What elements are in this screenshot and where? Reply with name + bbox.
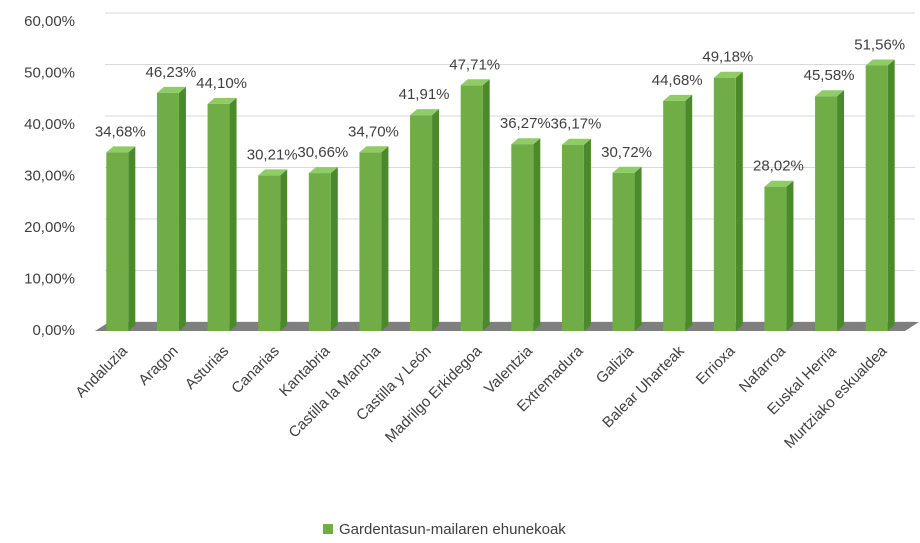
bar — [258, 175, 281, 331]
bar-top — [207, 97, 237, 104]
bar-top — [258, 169, 288, 176]
bar-side — [381, 146, 389, 331]
x-tick-label: Murtziako eskualdea — [781, 342, 891, 452]
bar-side — [128, 146, 136, 331]
bar — [308, 173, 331, 331]
x-tick-label: Errioxa — [693, 342, 739, 388]
bar-top — [865, 59, 895, 66]
bar — [156, 92, 179, 331]
bar — [764, 186, 787, 331]
bar — [511, 144, 534, 331]
bar-top — [612, 166, 642, 173]
bar — [410, 115, 433, 331]
legend-label: Gardentasun-mailaren ehunekoak — [339, 521, 566, 538]
bar-side — [634, 166, 642, 331]
data-label: 30,66% — [297, 144, 348, 161]
bar-top — [815, 90, 845, 97]
bar-side — [583, 138, 591, 331]
bar — [663, 100, 686, 331]
x-tick-label: Canarias — [228, 343, 282, 397]
bar — [612, 172, 635, 331]
bar-top — [106, 146, 136, 153]
data-label: 34,68% — [95, 123, 146, 140]
bar-side — [837, 90, 845, 331]
bar-side — [280, 169, 288, 331]
y-tick-label: 20,00% — [24, 219, 75, 236]
floor — [95, 322, 919, 331]
y-tick-label: 30,00% — [24, 167, 75, 184]
legend-swatch — [323, 524, 333, 534]
bar-side — [178, 86, 186, 331]
bar-side — [330, 167, 338, 331]
bar-top — [156, 86, 186, 93]
data-label: 44,68% — [652, 72, 703, 89]
y-tick-label: 50,00% — [24, 64, 75, 81]
x-tick-label: Galizia — [593, 342, 638, 387]
bar-side — [229, 97, 237, 331]
bar-top — [511, 138, 541, 145]
data-label: 46,23% — [146, 64, 197, 81]
data-label: 36,27% — [500, 115, 551, 132]
x-tick-label: Madrilgo Erkidegoa — [382, 342, 486, 446]
data-label: 49,18% — [702, 49, 753, 66]
bar — [865, 65, 888, 331]
data-label: 30,72% — [601, 144, 652, 161]
bar — [561, 144, 584, 331]
bar-side — [482, 79, 490, 331]
bar-top — [663, 94, 693, 101]
bar-side — [432, 109, 440, 331]
bar-top — [410, 109, 440, 116]
bar — [460, 85, 483, 331]
data-label: 44,10% — [196, 75, 247, 92]
x-tick-label: Castilla la Mancha — [285, 342, 384, 441]
bar-top — [764, 180, 794, 187]
x-tick-label: Andaluzia — [72, 342, 131, 401]
bar-side — [685, 94, 693, 331]
bar-top — [308, 167, 338, 174]
data-label: 45,58% — [804, 67, 855, 84]
x-tick-label: Asturias — [182, 343, 232, 393]
y-tick-label: 0,00% — [32, 322, 75, 339]
y-tick-label: 60,00% — [24, 13, 75, 30]
bar-top — [359, 146, 389, 153]
data-label: 36,17% — [551, 116, 602, 133]
bar-side — [887, 59, 895, 331]
y-tick-label: 40,00% — [24, 116, 75, 133]
bar — [359, 152, 382, 331]
bar-side — [786, 180, 794, 331]
data-label: 47,71% — [449, 56, 500, 73]
data-label: 41,91% — [399, 86, 450, 103]
bar-top — [460, 79, 490, 86]
data-label: 51,56% — [854, 36, 905, 53]
bar — [207, 103, 230, 331]
y-tick-label: 10,00% — [24, 270, 75, 287]
bar-side — [533, 138, 541, 331]
bar-top — [561, 138, 591, 145]
bar — [106, 152, 129, 331]
x-tick-label: Aragon — [135, 343, 181, 389]
bar — [815, 96, 838, 331]
bar — [713, 77, 736, 332]
bar-top — [713, 71, 743, 78]
data-label: 34,70% — [348, 123, 399, 140]
bar-side — [735, 71, 743, 332]
data-label: 30,21% — [247, 146, 298, 163]
data-label: 28,02% — [753, 158, 804, 175]
